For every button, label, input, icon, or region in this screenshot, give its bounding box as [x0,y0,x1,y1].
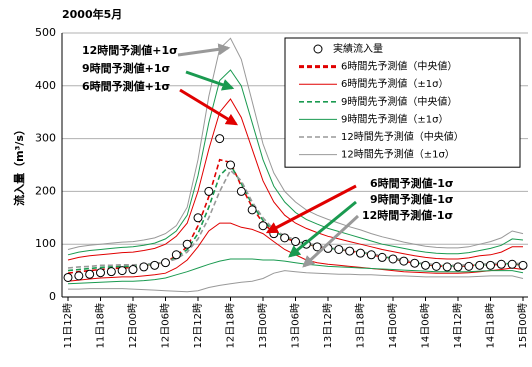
observed-point [366,250,376,260]
observed-point [464,261,474,271]
legend-label: 12時間先予測値（中央値） [341,130,464,143]
y-tick-label: 300 [35,132,56,145]
observed-point [518,260,528,270]
y-axis-label: 流入量（m³/s） [12,124,26,206]
observed-point [236,186,246,196]
observed-point [356,248,365,258]
legend-label: 実績流入量 [333,42,383,55]
observed-point [117,266,127,276]
observed-point [258,221,268,231]
y-tick-label: 100 [35,237,56,250]
lower-line [67,258,524,285]
annotation: 6時間予測値-1σ [370,176,453,190]
observed-point [182,239,192,249]
observed-point [507,259,517,269]
legend-marker [313,44,323,54]
observed-point [399,256,409,266]
legend-label: 12時間先予測値（±1σ） [341,148,455,161]
observed-point [334,244,344,254]
observed-point [377,252,387,262]
y-tick-label: 200 [35,184,56,197]
x-tick-label: 12日06時 [160,303,172,348]
x-tick-label: 14日00時 [387,303,399,348]
observed-point [96,268,105,278]
legend-label: 6時間先予測値（中央値） [341,60,457,73]
observed-point [312,242,322,252]
observed-point [442,262,452,272]
observed-point [226,160,235,170]
annotation-arrow [288,200,357,258]
observed-point [171,250,181,260]
annotation-arrow [179,88,239,126]
upper-line [67,98,523,261]
y-tick-label: 400 [35,79,56,92]
legend-label: 6時間先予測値（±1σ） [341,77,448,90]
observed-point [345,246,355,256]
observed-point [161,258,170,268]
observed-point [421,260,430,270]
observed-point [193,213,203,223]
annotation: 9時間予測値-1σ [370,192,453,206]
observed-point [291,237,300,247]
observed-point [74,271,84,281]
observed-point [139,262,149,272]
annotation-arrow [302,214,360,268]
x-tick-label: 11日12時 [62,303,74,348]
legend-label: 9時間先予測値（中央値） [341,95,457,108]
x-tick-label: 11日18時 [95,303,107,348]
observed-point [453,262,463,272]
annotation-arrow [177,43,231,57]
x-tick-label: 14日12時 [452,303,464,348]
observed-point [486,260,495,270]
y-tick-label: 500 [35,26,56,39]
annotation: 6時間予測値+1σ [82,79,170,93]
observed-point [150,260,160,270]
observed-point [63,272,73,282]
observed-point [475,260,485,270]
x-tick-label: 14日18時 [485,303,497,348]
lower-line [68,270,524,293]
x-tick-label: 15日00時 [517,303,529,348]
upper-line [67,69,524,256]
observed-point [106,267,116,277]
x-tick-label: 13日12時 [322,303,334,348]
y-tick-label: 0 [49,290,56,303]
legend-label: 9時間先予測値（±1σ） [341,112,448,125]
observed-point [247,205,257,215]
upper-line [67,37,524,250]
observed-point [410,258,420,268]
x-tick-label: 13日00時 [257,303,269,348]
x-tick-label: 13日06時 [290,303,302,348]
chart-title: 2000年5月 [62,7,122,21]
x-tick-label: 12日12時 [192,303,204,348]
observed-point [496,259,506,269]
annotation-arrow [185,70,235,91]
observed-point [204,186,214,196]
x-tick-label: 12日00時 [127,303,139,348]
annotation-arrow [265,184,357,234]
annotation: 9時間予測値+1σ [82,61,170,75]
x-tick-label: 12日18時 [225,303,237,348]
observed-point [85,269,95,279]
observed-point [128,265,138,275]
annotation: 12時間予測値+1σ [82,43,178,57]
observed-point [280,233,290,243]
observed-point [431,261,441,271]
observed-point [215,134,225,144]
x-tick-label: 13日18時 [355,303,367,348]
x-tick-label: 14日06時 [420,303,432,348]
observed-point [388,254,398,264]
annotation: 12時間予測値-1σ [362,208,453,222]
